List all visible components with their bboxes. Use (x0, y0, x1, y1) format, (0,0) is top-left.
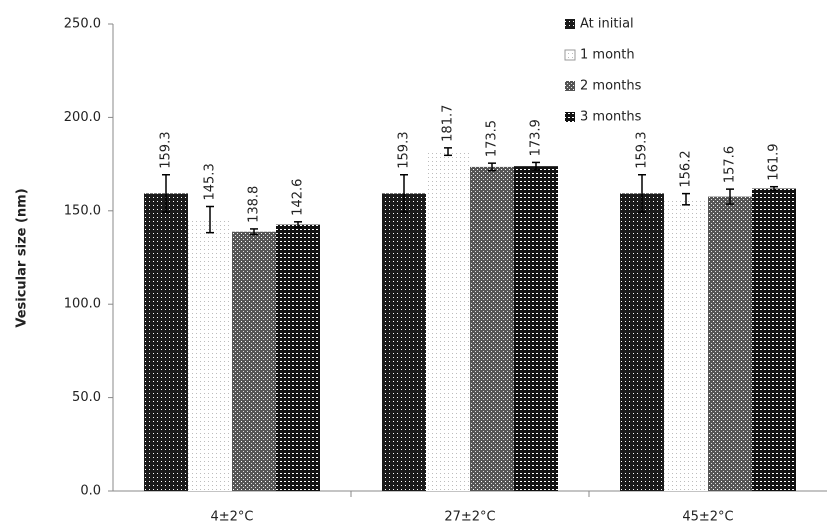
bar (144, 193, 188, 491)
legend-swatch (565, 112, 575, 122)
y-tick-label: 200.0 (64, 110, 101, 125)
x-tick-label: 27±2°C (444, 510, 495, 525)
bar (664, 199, 708, 491)
value-label: 159.3 (397, 132, 412, 169)
y-tick-label: 250.0 (64, 17, 101, 32)
legend-swatch (565, 50, 575, 60)
bar (752, 189, 796, 491)
bar (382, 193, 426, 491)
legend-swatch (565, 19, 575, 29)
x-tick-label: 4±2°C (210, 510, 253, 525)
bar (232, 232, 276, 491)
x-tick-label: 45±2°C (682, 510, 733, 525)
bar (188, 220, 232, 491)
chart: Vesicular size (nm) 0.0 50.0 100.0 150.0 200… (0, 0, 827, 531)
value-label: 157.6 (723, 146, 738, 183)
value-label: 181.7 (441, 105, 456, 142)
value-label: 173.9 (529, 119, 544, 156)
y-tick-label: 100.0 (64, 297, 101, 312)
bar (470, 167, 514, 491)
legend-label: 3 months (580, 110, 642, 125)
legend-label: At initial (580, 17, 634, 32)
legend-swatch (565, 81, 575, 91)
value-label: 138.8 (247, 186, 262, 223)
legend-label: 1 month (580, 48, 635, 63)
value-label: 145.3 (203, 163, 218, 200)
value-label: 156.2 (679, 150, 694, 187)
y-tick-label: 150.0 (64, 203, 101, 218)
value-label: 142.6 (291, 179, 306, 216)
bar (514, 166, 558, 491)
bar (708, 197, 752, 491)
bar (276, 225, 320, 491)
y-tick-label: 50.0 (72, 390, 101, 405)
value-label: 161.9 (767, 143, 782, 180)
bar (620, 193, 664, 491)
y-axis-label: Vesicular size (nm) (15, 188, 30, 327)
legend-label: 2 months (580, 79, 642, 94)
y-tick-label: 0.0 (80, 484, 101, 499)
value-label: 173.5 (485, 120, 500, 157)
bar (426, 152, 470, 491)
value-label: 159.3 (159, 132, 174, 169)
value-label: 159.3 (635, 132, 650, 169)
